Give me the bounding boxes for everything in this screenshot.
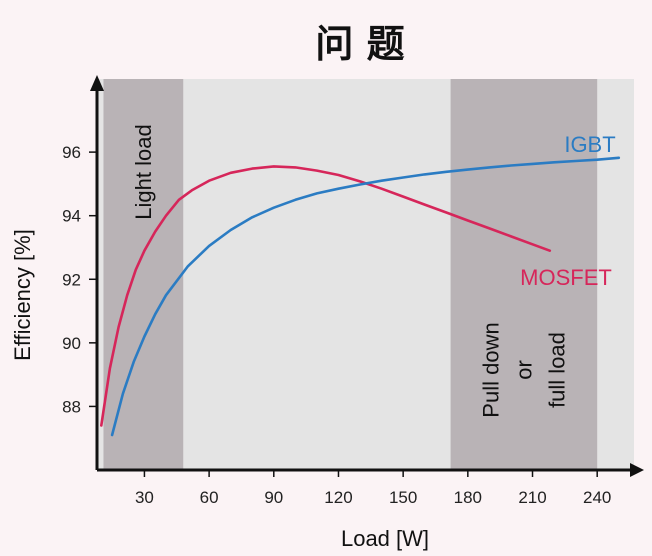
x-tick-label: 90 xyxy=(264,488,283,507)
axis-ticks: 30 60 90 120 150 180 210 240 88 90 92 94 96 xyxy=(62,143,611,507)
x-tick-label: 150 xyxy=(389,488,417,507)
highlight-bands: Light load Pull down or full load xyxy=(103,79,598,470)
series-labels: MOSFET IGBT xyxy=(520,132,616,290)
series-label: IGBT xyxy=(564,132,615,157)
band-label: Light load xyxy=(131,124,156,219)
x-tick-label: 60 xyxy=(200,488,219,507)
band-label: full load xyxy=(544,332,569,408)
x-axis-arrow xyxy=(630,463,644,477)
y-axis-arrow xyxy=(90,75,104,91)
series-line xyxy=(100,165,552,427)
y-tick-label: 92 xyxy=(62,270,81,289)
x-axis-label: Load [W] xyxy=(341,526,429,551)
y-tick-label: 94 xyxy=(62,207,81,226)
x-tick-label: 240 xyxy=(583,488,611,507)
band-label: Pull down xyxy=(478,322,503,417)
y-tick-label: 96 xyxy=(62,143,81,162)
x-tick-label: 180 xyxy=(454,488,482,507)
y-tick-label: 90 xyxy=(62,334,81,353)
highlight-band xyxy=(103,79,184,470)
highlight-band xyxy=(450,79,598,470)
y-axis-label: Efficiency [%] xyxy=(10,229,35,361)
x-tick-label: 210 xyxy=(518,488,546,507)
series-lines xyxy=(100,156,621,437)
y-tick-label: 88 xyxy=(62,397,81,416)
x-tick-label: 30 xyxy=(135,488,154,507)
x-tick-label: 120 xyxy=(324,488,352,507)
series-label: MOSFET xyxy=(520,265,612,290)
chart-title: 问 题 xyxy=(315,22,404,66)
series-line xyxy=(110,156,621,437)
band-label: or xyxy=(511,360,536,380)
